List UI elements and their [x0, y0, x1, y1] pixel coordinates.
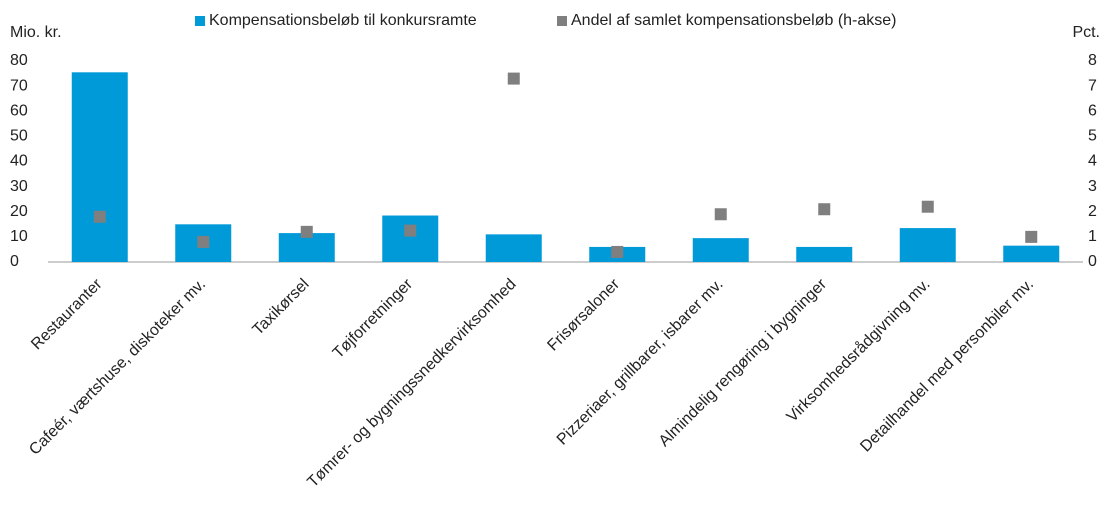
y-tick-label: 30 — [10, 178, 28, 195]
y-tick-label: 80 — [10, 52, 28, 69]
y-tick-label: 40 — [10, 153, 28, 170]
legend-label: Kompensationsbeløb til konkursramte — [209, 12, 477, 29]
y2-tick-label: 8 — [1088, 52, 1097, 69]
marker — [818, 203, 831, 216]
x-tick-label: Frisørsaloner — [544, 275, 623, 354]
y-tick-label: 0 — [10, 253, 19, 270]
y-axis-title: Mio. kr. — [10, 24, 62, 41]
marker — [197, 235, 210, 248]
bar — [692, 238, 749, 262]
bar — [382, 215, 439, 262]
bar — [796, 246, 853, 262]
x-tick-label: Taxikørsel — [250, 276, 313, 339]
legend-swatch — [195, 16, 205, 26]
x-tick-label: Tøjforretninger — [330, 275, 417, 362]
y-tick-label: 10 — [10, 228, 28, 245]
bar — [1003, 245, 1060, 262]
y2-tick-label: 4 — [1088, 153, 1097, 170]
y2-tick-label: 1 — [1088, 228, 1097, 245]
marker — [921, 200, 934, 213]
legend-swatch — [557, 16, 567, 26]
marker — [404, 224, 417, 237]
marker — [611, 245, 624, 258]
marker — [93, 210, 106, 223]
marker — [300, 225, 313, 238]
y2-tick-label: 2 — [1088, 203, 1097, 220]
bar — [485, 234, 542, 262]
x-tick-label: Pizzeriaer, grillbarer, isbarer mv. — [554, 276, 727, 449]
bar — [899, 228, 956, 262]
marker — [507, 72, 520, 85]
y2-axis-title: Pct. — [1072, 24, 1100, 41]
y-tick-label: 70 — [10, 77, 28, 94]
bar — [278, 233, 335, 262]
x-tick-label: Cafeér, værtshuse, diskoteker mv. — [26, 276, 209, 459]
x-tick-label: Tømrer- og bygningssnedkervirksomhed — [304, 276, 519, 491]
marker — [1025, 230, 1038, 243]
y2-tick-label: 6 — [1088, 102, 1097, 119]
x-tick-label: Almindelig rengøring i bygninger — [656, 275, 831, 450]
y2-tick-label: 5 — [1088, 128, 1097, 145]
y2-tick-label: 3 — [1088, 178, 1097, 195]
marker — [714, 208, 727, 221]
x-tick-label: Restauranter — [28, 275, 106, 353]
y-tick-label: 50 — [10, 128, 28, 145]
x-tick-label: Detailhandel med personbiler mv. — [857, 276, 1037, 456]
y-tick-label: 60 — [10, 102, 28, 119]
y2-tick-label: 0 — [1088, 253, 1097, 270]
legend-label: Andel af samlet kompensationsbeløb (h-ak… — [571, 12, 897, 29]
y2-tick-label: 7 — [1088, 77, 1097, 94]
y-tick-label: 20 — [10, 203, 28, 220]
bar — [71, 72, 128, 263]
